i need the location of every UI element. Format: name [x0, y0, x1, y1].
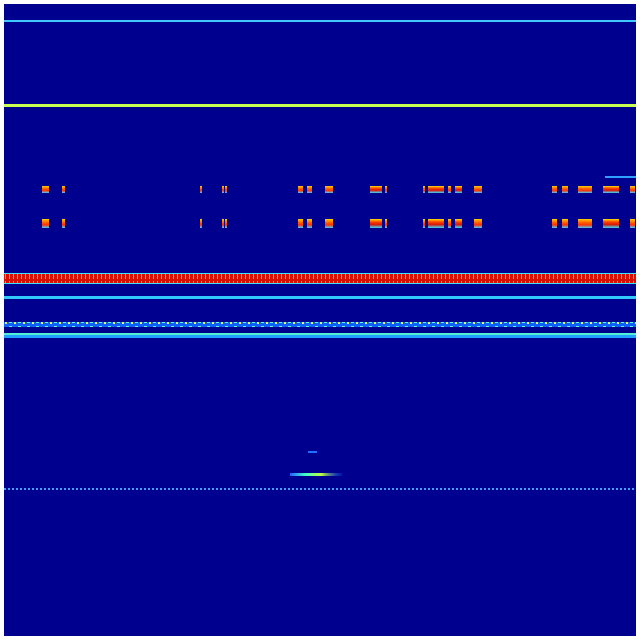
carrier-band: [4, 274, 636, 283]
burst-row: [42, 219, 635, 228]
signal-line: [4, 20, 636, 22]
blip: [290, 473, 342, 476]
signal-line: [4, 335, 636, 338]
dotted-line: [4, 488, 636, 490]
blip: [308, 451, 317, 453]
signal-line: [605, 176, 636, 178]
band-edge: [4, 273, 636, 274]
signal-line: [4, 104, 636, 107]
noise-line: [4, 322, 636, 327]
signal-line: [4, 333, 636, 335]
band-edge: [4, 283, 636, 284]
signal-line: [4, 296, 636, 299]
background: [4, 4, 636, 636]
burst-row: [42, 186, 635, 193]
